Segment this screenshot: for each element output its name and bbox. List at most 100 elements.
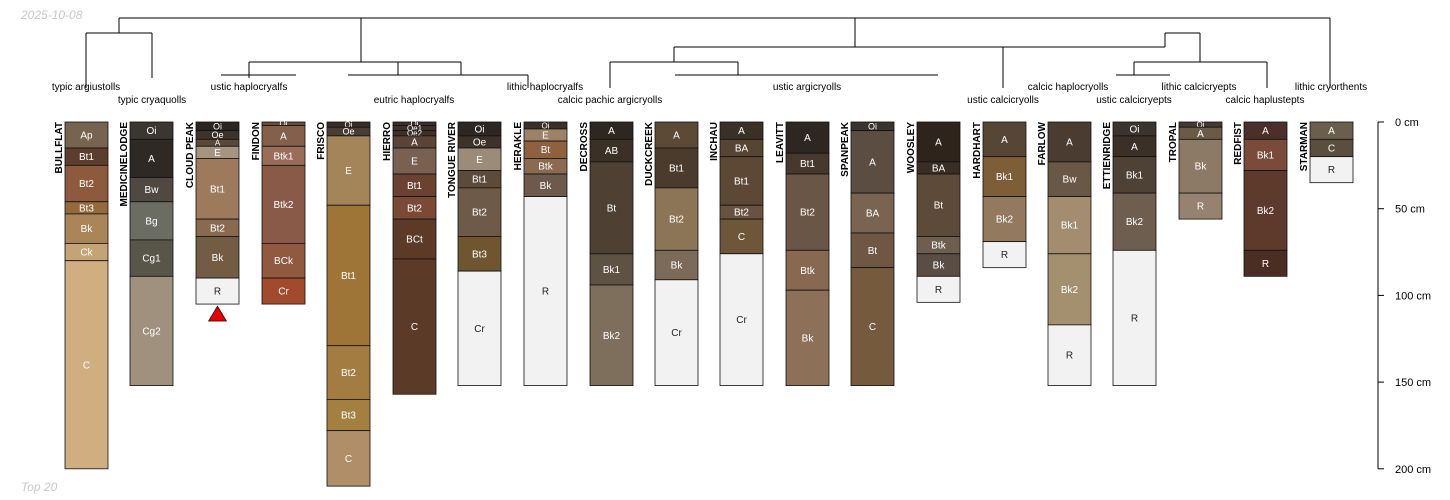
horizon-block [1243, 170, 1288, 251]
horizon-label: Oe [342, 127, 354, 137]
horizon-label: Bt3 [341, 411, 356, 422]
horizon-label: Btk1 [273, 151, 293, 162]
horizon-label: Bk2 [1126, 217, 1144, 228]
horizon-label: Oi [345, 120, 353, 129]
horizon-label: Bt1 [79, 152, 94, 163]
soil-profile: Oi A Btk1 Btk2 BCk Cr FINDON [251, 120, 306, 305]
horizon-label: Oi [280, 120, 288, 129]
horizon-label: Bk [212, 253, 225, 264]
horizon-label: Oi [411, 120, 419, 129]
horizon-label: Bt1 [407, 181, 422, 192]
profile-name: FRISCO [316, 122, 327, 160]
horizon-label: Bw [145, 185, 160, 196]
horizon-label: Oi [1197, 120, 1205, 129]
horizon-label: C [1328, 144, 1335, 155]
horizon-block [1178, 138, 1223, 194]
soil-profile: Oi A Bk1 Bk2 R ETTIENRIDGE [1102, 121, 1157, 386]
taxonomy-label: typic cryaquolls [118, 95, 186, 106]
horizon-label: BA [932, 163, 946, 174]
horizon-label: Bk1 [1126, 170, 1144, 181]
horizon-label: Bt2 [800, 208, 815, 219]
date-stamp: 2025-10-08 [21, 8, 83, 22]
horizon-label: Bt2 [210, 223, 225, 234]
horizon-label: A [1131, 142, 1138, 153]
horizon-block [392, 258, 437, 395]
horizon-label: Bt [607, 203, 617, 214]
horizon-label: C [345, 454, 352, 465]
profile-name: TROPAL [1168, 122, 1179, 162]
horizon-label: A [411, 137, 418, 148]
horizon-label: E [542, 131, 549, 142]
horizon-label: A [215, 139, 221, 148]
horizon-block [785, 121, 830, 154]
soil-profile: A Bk1 Bk2 R HARDHART [972, 121, 1027, 269]
horizon-block [261, 277, 306, 305]
horizon-label: A [608, 126, 615, 137]
horizon-label: C [411, 322, 418, 333]
horizon-label: Ap [80, 131, 93, 142]
horizon-block [1047, 196, 1092, 255]
horizon-label: Cg1 [142, 254, 161, 265]
horizon-block [1047, 253, 1092, 326]
horizon-block [64, 121, 109, 149]
horizon-block [1243, 138, 1288, 171]
horizon-block [589, 161, 634, 255]
horizon-block [457, 236, 502, 272]
soil-profile: Oi A BA Bt C SPANPEAK [840, 121, 895, 386]
horizon-label: Bt1 [341, 271, 356, 282]
profile-name: ETTIENRIDGE [1102, 122, 1113, 190]
horizon-label: E [345, 166, 352, 177]
horizon-label: Oe1 [407, 124, 423, 133]
horizon-block [1112, 249, 1157, 386]
horizon-label: Bk1 [996, 172, 1014, 183]
horizon-label: Bt1 [210, 184, 225, 195]
horizon-block [457, 270, 502, 386]
taxonomy-label: eutric haplocryalfs [374, 95, 455, 106]
horizon-block [719, 156, 764, 206]
soil-profile: A Bt1 Bt2 Btk Bk LEAVITT [775, 121, 830, 386]
taxonomy-label: lithic cryorthents [1295, 82, 1367, 93]
profile-name: MEDICINELODGE [119, 122, 130, 207]
horizon-block [64, 260, 109, 470]
taxonomy-label: typic argiustolls [52, 82, 120, 93]
horizon-label: A [1197, 129, 1204, 140]
horizon-label: A [738, 126, 745, 137]
horizon-block [195, 236, 240, 279]
horizon-block [589, 284, 634, 386]
horizon-label: Bt1 [472, 175, 487, 186]
horizon-block [326, 345, 371, 400]
taxonomy-label: calcic haplocryolls [1028, 82, 1109, 93]
horizon-label: E [214, 148, 221, 159]
profile-name: FARLOW [1037, 121, 1048, 165]
horizon-block [916, 121, 961, 163]
horizon-label: Oi [1130, 124, 1140, 135]
horizon-block [982, 196, 1027, 243]
horizon-block [850, 267, 895, 386]
horizon-label: R [935, 285, 942, 296]
horizon-label: Oi [868, 121, 877, 131]
taxonomy-label: ustic calcicryolls [967, 95, 1039, 106]
axis-tick-label: 200 cm [1395, 464, 1431, 476]
horizon-label: E [476, 155, 483, 166]
axis-tick-label: 0 cm [1395, 117, 1419, 129]
axis-tick-label: 150 cm [1395, 377, 1431, 389]
taxonomy-label: calcic haplustepts [1226, 95, 1305, 106]
horizon-label: Oi [147, 126, 157, 137]
horizon-label: Bk [1195, 162, 1208, 173]
taxonomy-label: calcic pachic argicryolls [558, 95, 662, 106]
horizon-label: Bt3 [79, 203, 94, 214]
horizon-block [916, 275, 961, 303]
horizon-label: Cr [278, 287, 289, 298]
horizon-label: Bt2 [341, 368, 356, 379]
horizon-label: Bt1 [669, 163, 684, 174]
horizon-label: A [148, 154, 155, 165]
horizon-label: R [1328, 165, 1335, 176]
soil-profile: A BA Bt Btk Bk R WOOSLEY [906, 121, 961, 303]
axis-tick-label: 50 cm [1395, 204, 1425, 216]
horizon-label: Btk2 [273, 200, 293, 211]
horizon-label: Oe2 [407, 129, 423, 138]
